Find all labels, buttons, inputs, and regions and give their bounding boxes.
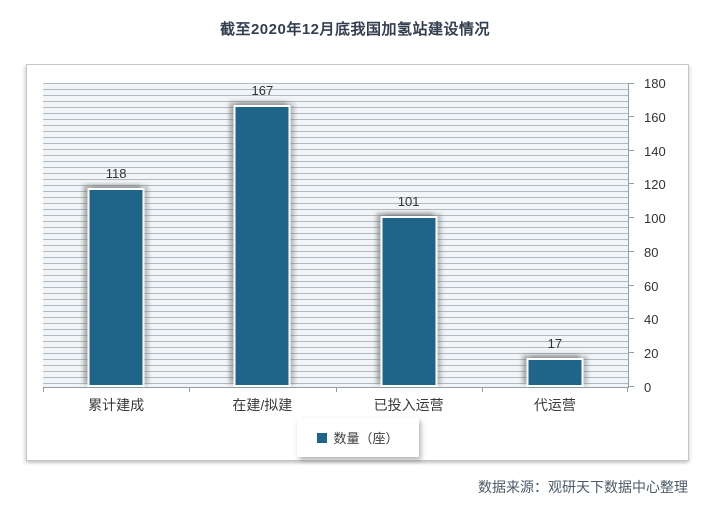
y-axis-label: 80 [644, 244, 659, 260]
y-axis-label: 160 [644, 109, 666, 125]
y-axis-labels: 0 20 40 60 80 100 120 140 160 180 [644, 76, 688, 395]
legend: 数量（座） [296, 418, 419, 457]
bar-value-label: 101 [397, 194, 420, 210]
y-axis-tick [629, 183, 634, 185]
x-axis-tick [627, 387, 628, 392]
legend-series-marker-icon [316, 432, 327, 443]
y-axis-label: 180 [644, 76, 666, 91]
y-axis-label: 120 [644, 177, 666, 193]
y-axis-tick [629, 149, 634, 151]
bar-slot: 118 [43, 83, 189, 387]
x-axis-label: 累计建成 [88, 397, 145, 413]
x-axis-label: 代运营 [533, 397, 576, 413]
y-axis-label: 40 [644, 312, 659, 328]
y-axis-tick [629, 115, 634, 117]
y-axis-label: 0 [644, 380, 652, 395]
bar-已投入运营 [380, 216, 438, 387]
y-axis-label: 140 [644, 143, 666, 159]
chart-title: 截至2020年12月底我国加氢站建设情况 [219, 21, 491, 38]
y-axis-tick [629, 83, 634, 84]
x-axis-labels: 累计建成 在建/拟建 已投入运营 代运营 [43, 395, 628, 415]
x-axis-tick [43, 387, 44, 392]
y-axis-tick [629, 352, 634, 354]
x-axis-tick [335, 387, 337, 392]
x-axis-tick [481, 387, 483, 392]
y-axis-tick [629, 284, 634, 286]
y-axis-label: 20 [644, 346, 659, 362]
bar-value-label: 167 [251, 82, 274, 98]
y-axis-tick [629, 318, 634, 320]
plot-area: 118 167 101 17 [43, 83, 634, 392]
x-axis-label: 已投入运营 [373, 397, 444, 413]
bar-slot: 167 [189, 83, 335, 387]
x-axis-label: 在建/拟建 [232, 397, 293, 413]
bar-在建/拟建 [233, 104, 291, 387]
bar-value-label: 17 [547, 336, 563, 352]
data-source-note: 数据来源：观研天下数据中心整理 [478, 479, 688, 495]
bar-value-label: 118 [105, 165, 127, 181]
y-axis-label: 100 [644, 211, 666, 227]
y-axis-label: 60 [644, 278, 659, 294]
bar-累计建成 [87, 187, 145, 387]
x-axis-tick [189, 387, 191, 392]
bar-slot: 101 [336, 83, 482, 387]
chart-card: 118 167 101 17 累计建成 在建/拟建 已投入运营 代运营 0 20 40 60 80 1… [26, 64, 689, 461]
bar-代运营 [526, 358, 584, 387]
bar-slot: 17 [482, 83, 628, 387]
y-axis-tick [629, 386, 634, 387]
y-axis-tick [629, 217, 634, 219]
legend-series-label: 数量（座） [333, 431, 399, 446]
y-axis-tick [629, 250, 634, 252]
